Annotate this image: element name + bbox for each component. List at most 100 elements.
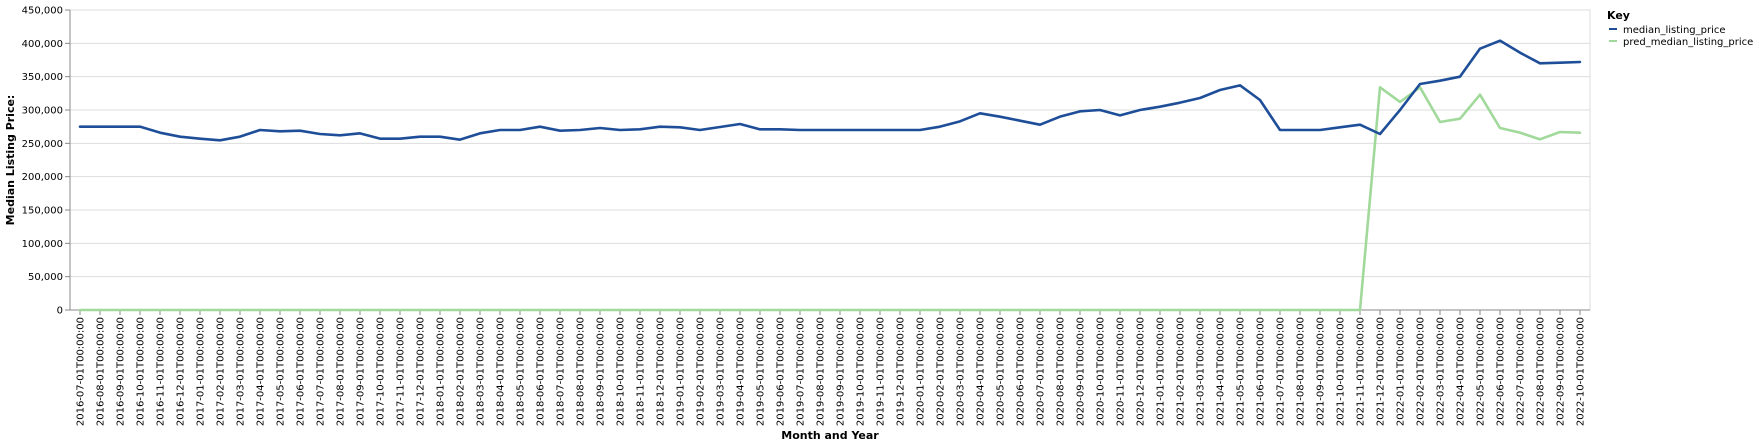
x-tick-label: 2019-09-01T00:00:00 (836, 317, 847, 426)
legend: Key median_listing_pricepred_median_list… (1607, 9, 1753, 48)
x-tick-label: 2018-07-01T00:00:00 (556, 317, 567, 426)
x-tick-label: 2020-02-01T00:00:00 (936, 317, 947, 426)
x-tick-label: 2017-04-01T00:00:00 (256, 317, 267, 426)
x-tick-label: 2022-09-01T00:00:00 (1556, 317, 1567, 426)
x-tick-label: 2017-10-01T00:00:00 (376, 317, 387, 426)
y-tick-label: 100,000 (22, 239, 63, 250)
x-tick-label: 2016-11-01T00:00:00 (156, 317, 167, 426)
x-tick-label: 2020-08-01T00:00:00 (1056, 317, 1067, 426)
x-tick-label: 2017-12-01T00:00:00 (416, 317, 427, 426)
x-tick-label: 2016-10-01T00:00:00 (136, 317, 147, 426)
y-tick-label: 300,000 (22, 106, 63, 117)
x-tick-label: 2020-01-01T00:00:00 (916, 317, 927, 426)
x-tick-label: 2021-05-01T00:00:00 (1236, 317, 1247, 426)
x-tick-label: 2018-06-01T00:00:00 (536, 317, 547, 426)
x-tick-label: 2017-09-01T00:00:00 (356, 317, 367, 426)
x-tick-label: 2021-04-01T00:00:00 (1216, 317, 1227, 426)
x-tick-label: 2019-01-01T00:00:00 (676, 317, 687, 426)
y-tick-label: 50,000 (28, 272, 63, 283)
x-tick-label: 2020-07-01T00:00:00 (1036, 317, 1047, 426)
x-tick-label: 2022-04-01T00:00:00 (1456, 317, 1467, 426)
x-tick-label: 2021-03-01T00:00:00 (1196, 317, 1207, 426)
y-gridlines (70, 9, 1590, 311)
x-tick-label: 2019-11-01T00:00:00 (876, 317, 887, 426)
x-tick-label: 2022-06-01T00:00:00 (1496, 317, 1507, 426)
x-tick-label: 2021-12-01T00:00:00 (1376, 317, 1387, 426)
x-tick-label: 2018-10-01T00:00:00 (616, 317, 627, 426)
y-tick-label: 200,000 (22, 172, 63, 183)
x-tick-label: 2018-03-01T00:00:00 (476, 317, 487, 426)
x-tick-label: 2021-10-01T00:00:00 (1336, 317, 1347, 426)
x-tick-label: 2021-06-01T00:00:00 (1256, 317, 1267, 426)
x-tick-label: 2017-06-01T00:00:00 (296, 317, 307, 426)
x-axis: 2016-07-01T00:00:00 2016-08-01T00:00:00 20… (70, 309, 1590, 426)
x-tick-label: 2017-11-01T00:00:00 (396, 317, 407, 426)
x-tick-label: 2017-05-01T00:00:00 (276, 317, 287, 426)
legend-title: Key (1607, 9, 1630, 22)
x-tick-label: 2018-11-01T00:00:00 (636, 317, 647, 426)
x-tick-label: 2019-08-01T00:00:00 (816, 317, 827, 426)
x-tick-label: 2022-10-01T00:00:00 (1576, 317, 1587, 426)
plot-area (69, 9, 1591, 311)
x-tick-label: 2020-09-01T00:00:00 (1076, 317, 1087, 426)
x-tick-label: 2021-01-01T00:00:00 (1156, 317, 1167, 426)
x-tick-label: 2019-04-01T00:00:00 (736, 317, 747, 426)
legend-items: median_listing_pricepred_median_listing_… (1609, 25, 1753, 48)
x-tick-label: 2022-05-01T00:00:00 (1476, 317, 1487, 426)
series-line-pred_median_listing_price (78, 86, 1582, 312)
x-tick-label: 2016-09-01T00:00:00 (116, 317, 127, 426)
x-tick-label: 2022-03-01T00:00:00 (1436, 317, 1447, 426)
x-tick-label: 2020-03-01T00:00:00 (956, 317, 967, 426)
x-tick-label: 2019-03-01T00:00:00 (716, 317, 727, 426)
x-tick-label: 2016-07-01T00:00:00 (76, 317, 87, 426)
y-axis: 0 50,000 100,000 150,000 200,000 250,000 300,0… (22, 6, 71, 317)
y-tick-label: 400,000 (22, 39, 63, 50)
x-tick-label: 2018-01-01T00:00:00 (436, 317, 447, 426)
x-tick-label: 2021-02-01T00:00:00 (1176, 317, 1187, 426)
y-axis-title: Median Listing Price: (4, 95, 17, 226)
x-tick-label: 2019-10-01T00:00:00 (856, 317, 867, 426)
x-tick-label: 2022-02-01T00:00:00 (1416, 317, 1427, 426)
x-tick-label: 2021-09-01T00:00:00 (1316, 317, 1327, 426)
x-tick-label: 2020-12-01T00:00:00 (1136, 317, 1147, 426)
x-tick-label: 2022-01-01T00:00:00 (1396, 317, 1407, 426)
x-tick-label: 2020-05-01T00:00:00 (996, 317, 1007, 426)
x-tick-label: 2020-04-01T00:00:00 (976, 317, 987, 426)
series-line-median_listing_price (78, 39, 1582, 142)
x-tick-label: 2018-08-01T00:00:00 (576, 317, 587, 426)
x-tick-label: 2017-08-01T00:00:00 (336, 317, 347, 426)
x-tick-label: 2018-05-01T00:00:00 (516, 317, 527, 426)
x-tick-label: 2022-07-01T00:00:00 (1516, 317, 1527, 426)
x-tick-label: 2016-08-01T00:00:00 (96, 317, 107, 426)
x-tick-label: 2021-08-01T00:00:00 (1296, 317, 1307, 426)
x-tick-label: 2017-03-01T00:00:00 (236, 317, 247, 426)
x-tick-label: 2016-12-01T00:00:00 (176, 317, 187, 426)
y-tick-label: 150,000 (22, 206, 63, 217)
x-tick-label: 2020-10-01T00:00:00 (1096, 317, 1107, 426)
x-tick-label: 2019-02-01T00:00:00 (696, 317, 707, 426)
x-tick-label: 2018-04-01T00:00:00 (496, 317, 507, 426)
x-tick-label: 2019-05-01T00:00:00 (756, 317, 767, 426)
x-tick-label: 2017-07-01T00:00:00 (316, 317, 327, 426)
y-tick-label: 450,000 (22, 6, 63, 17)
x-tick-label: 2019-07-01T00:00:00 (796, 317, 807, 426)
x-tick-label: 2020-06-01T00:00:00 (1016, 317, 1027, 426)
x-tick-label: 2018-12-01T00:00:00 (656, 317, 667, 426)
legend-label: median_listing_price (1623, 25, 1726, 36)
x-tick-label: 2018-09-01T00:00:00 (596, 317, 607, 426)
x-tick-label: 2017-02-01T00:00:00 (216, 317, 227, 426)
y-tick-label: 350,000 (22, 72, 63, 83)
x-tick-label: 2019-12-01T00:00:00 (896, 317, 907, 426)
legend-label: pred_median_listing_price (1623, 37, 1753, 48)
x-tick-label: 2018-02-01T00:00:00 (456, 317, 467, 426)
series-layer (78, 39, 1582, 312)
x-tick-label: 2021-11-01T00:00:00 (1356, 317, 1367, 426)
y-tick-label: 0 (57, 306, 63, 317)
x-tick-label: 2017-01-01T00:00:00 (196, 317, 207, 426)
y-tick-label: 250,000 (22, 139, 63, 150)
x-axis-title: Month and Year (781, 429, 879, 442)
x-tick-label: 2019-06-01T00:00:00 (776, 317, 787, 426)
x-tick-label: 2022-08-01T00:00:00 (1536, 317, 1547, 426)
x-tick-label: 2020-11-01T00:00:00 (1116, 317, 1127, 426)
